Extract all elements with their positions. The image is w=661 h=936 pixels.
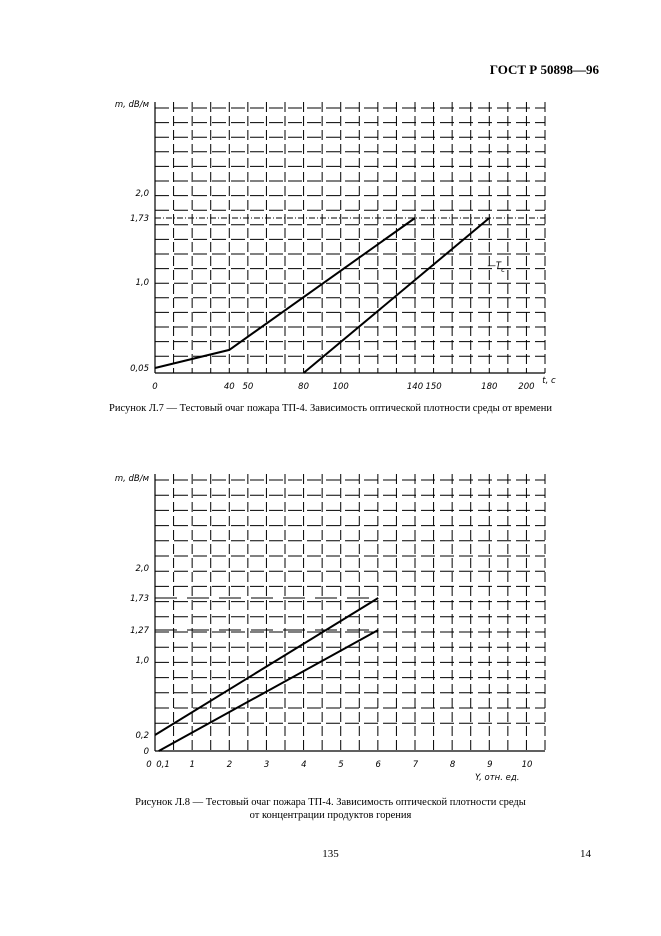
c2-series-line-0 <box>154 597 379 736</box>
c2-x-tick-label-1: 0,1 <box>156 760 170 770</box>
figure-caption-l8-line2: от концентрации продуктов горения <box>249 810 412 821</box>
sheet-number: 14 <box>580 848 591 860</box>
c1-y-axis-label: m, dB/м <box>115 100 150 110</box>
c2-x-tick-label-9: 8 <box>450 760 456 770</box>
c2-y-axis-label: m, dB/м <box>115 474 150 484</box>
c2-series-line-1 <box>158 629 379 752</box>
c2-y-tick-label-2: 1,0 <box>135 656 149 666</box>
c2-y-tick-label-1: 0,2 <box>135 731 149 741</box>
c1-x-tick-label-8: 200 <box>518 382 534 392</box>
c2-x-tick-label-11: 10 <box>522 760 533 770</box>
c2-x-tick-label-3: 2 <box>227 760 232 770</box>
figure-caption-l8-line1: Рисунок Л.8 — Тестовый очаг пожара ТП-4.… <box>135 797 526 808</box>
c1-y-tick-label-0: 0,05 <box>130 364 149 374</box>
c1-series-line-1 <box>302 217 490 374</box>
c1-x-tick-label-7: 180 <box>481 382 497 392</box>
c1-x-tick-label-0: 0 <box>152 382 157 392</box>
c2-x-tick-label-7: 6 <box>375 760 381 770</box>
c2-y-tick-label-0: 0 <box>144 747 149 757</box>
c2-y-tick-label-5: 2,0 <box>135 564 149 574</box>
c2-x-tick-label-6: 5 <box>338 760 343 770</box>
c2-x-tick-label-8: 7 <box>413 760 419 770</box>
chart-optical-density-vs-concentration: 0 0,1 1 2 3 4 5 6 7 8 9 10 0 0,2 1,0 1,27 1,73 2,0 m, dB/м… <box>115 474 546 783</box>
c1-curve-label: —Tc <box>487 261 505 274</box>
c2-y-tick-label-4: 1,73 <box>130 594 149 604</box>
c2-x-tick-label-2: 1 <box>189 760 194 770</box>
c1-x-tick-label-4: 100 <box>333 382 349 392</box>
c1-y-tick-label-3: 2,0 <box>135 189 149 199</box>
figure-caption-l7: Рисунок Л.7 — Тестовый очаг пожара ТП-4.… <box>109 403 552 414</box>
c1-y-tick-label-1: 1,0 <box>135 278 149 288</box>
c1-x-tick-label-6: 150 <box>425 382 441 392</box>
c2-x-tick-label-10: 9 <box>487 760 492 770</box>
c2-x-axis-label: Y, отн. ед. <box>475 773 519 783</box>
c1-x-axis-label: t, c <box>542 376 556 386</box>
c1-series-line-0 <box>154 217 416 369</box>
c2-x-tick-label-5: 4 <box>301 760 306 770</box>
c1-x-tick-label-3: 80 <box>298 382 309 392</box>
c2-y-tick-label-3: 1,27 <box>130 626 150 636</box>
standard-code: ГОСТ Р 50898—96 <box>489 62 599 77</box>
c2-x-tick-label-4: 3 <box>264 760 269 770</box>
c2-x-tick-label-0: 0 <box>146 760 151 770</box>
c1-x-tick-label-2: 50 <box>242 382 253 392</box>
c1-y-tick-label-2: 1,73 <box>130 214 149 224</box>
figure-caption-l8: Рисунок Л.8 — Тестовый очаг пожара ТП-4.… <box>60 796 601 822</box>
page-number: 135 <box>322 848 339 860</box>
c1-x-tick-label-1: 40 <box>224 382 235 392</box>
c1-x-tick-label-5: 140 <box>407 382 423 392</box>
chart-optical-density-vs-time: 0 40 50 80 100 140 150 180 200 0,05 1,0 1,73 2,0 m, d… <box>115 100 556 392</box>
